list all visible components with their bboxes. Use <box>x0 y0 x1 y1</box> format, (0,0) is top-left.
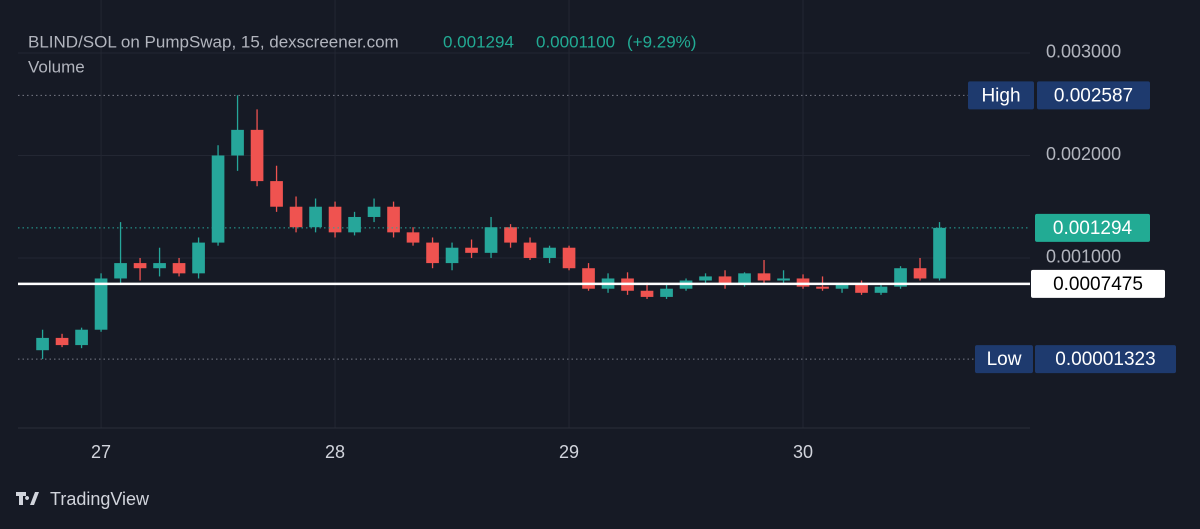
y-tick-label: 0.001000 <box>1046 247 1121 267</box>
candle-body <box>211 155 225 243</box>
candle-body <box>133 263 147 269</box>
candle-body <box>504 227 517 243</box>
high-value: 0.002587 <box>1054 85 1133 106</box>
candle-body <box>660 288 673 297</box>
candle-body <box>816 286 829 289</box>
price-line-label: 0.0007475 <box>1053 274 1143 295</box>
candle-body <box>757 273 771 281</box>
overlay: High 0.002587 Low 0.00001323 0.001294 0.00074… <box>18 81 1176 374</box>
high-label: High <box>981 85 1020 106</box>
candle-body <box>796 278 810 287</box>
candle-body <box>328 206 342 233</box>
candle-body <box>913 268 927 279</box>
candle-body <box>231 129 244 156</box>
price-line-label-box <box>1031 269 1165 298</box>
candle-body <box>348 216 361 233</box>
candle-body <box>250 129 264 182</box>
candle-body <box>484 227 498 253</box>
candle-body <box>874 286 888 293</box>
low-value-box <box>1035 345 1176 374</box>
candle-body <box>36 337 49 351</box>
y-tick-label: 0.003000 <box>1046 42 1121 62</box>
branding: TradingView <box>50 489 150 509</box>
tradingview-logo <box>16 492 39 505</box>
candle-body <box>406 232 420 243</box>
candle-body <box>640 290 654 297</box>
candle-body <box>289 206 303 228</box>
candle-body <box>114 263 127 279</box>
candle-body <box>367 206 381 217</box>
current-price-box <box>1035 213 1150 242</box>
x-tick-label: 30 <box>793 442 813 462</box>
volume-label: Volume <box>28 57 85 76</box>
candle-body <box>699 276 712 281</box>
candle-body <box>465 247 478 253</box>
chart-title: BLIND/SOL on PumpSwap, 15, dexscreener.c… <box>28 32 399 51</box>
low-label: Low <box>987 349 1022 370</box>
high-value-box <box>1037 81 1150 110</box>
candles <box>36 95 946 360</box>
candle-body <box>894 268 907 287</box>
candle-body <box>718 276 732 285</box>
x-tick-label: 28 <box>325 442 345 462</box>
last-price: 0.001294 <box>443 32 514 51</box>
low-value: 0.00001323 <box>1055 349 1155 370</box>
candle-body <box>270 181 283 207</box>
candle-body <box>835 284 849 289</box>
candle-body <box>55 337 69 346</box>
candle-body <box>738 273 751 285</box>
candle-body <box>855 284 868 293</box>
grid <box>18 0 1030 428</box>
high-label-box <box>968 81 1034 110</box>
change: 0.0001100 <box>536 32 615 51</box>
candle-body <box>387 206 400 233</box>
candle-body <box>426 242 439 264</box>
candle-body <box>543 247 556 258</box>
candle-body <box>309 206 322 228</box>
candle-body <box>933 227 946 279</box>
candle-body <box>94 278 108 330</box>
x-tick-label: 27 <box>91 442 111 462</box>
low-label-box <box>975 345 1033 374</box>
x-tick-label: 29 <box>559 442 579 462</box>
current-price: 0.001294 <box>1053 218 1133 239</box>
change-percent: (+9.29%) <box>627 32 696 51</box>
candle-body <box>777 278 790 281</box>
candle-body <box>523 242 537 258</box>
candle-body <box>582 268 595 289</box>
candle-body <box>192 242 205 274</box>
y-tick-label: 0.002000 <box>1046 144 1121 164</box>
candle-body <box>562 247 576 269</box>
candle-body <box>445 247 459 264</box>
candle-body <box>172 263 186 274</box>
candle-body <box>153 263 166 269</box>
candle-body <box>75 329 88 346</box>
